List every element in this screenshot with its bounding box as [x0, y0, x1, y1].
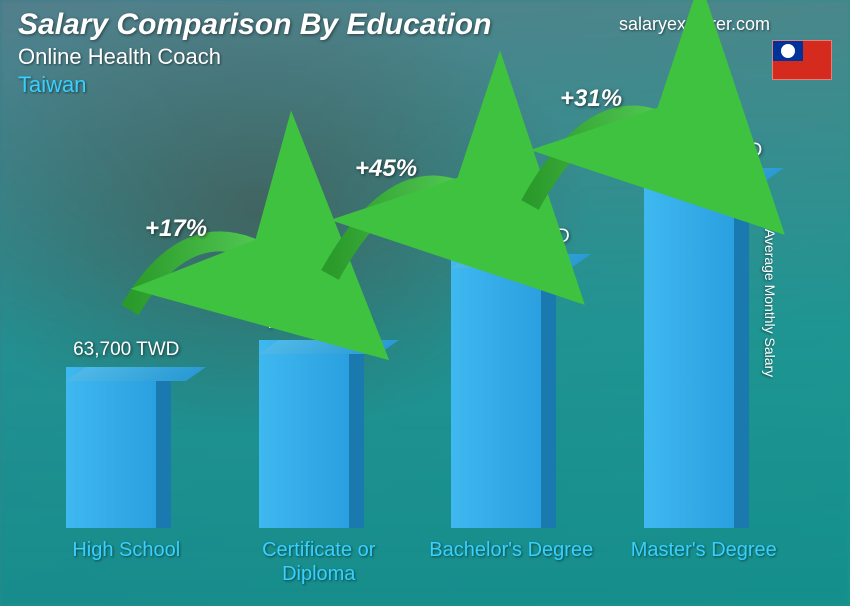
- bar-top-2: [451, 254, 591, 268]
- bar-front-3: [644, 168, 749, 528]
- bar-value-3: 142,000 TWD: [645, 140, 762, 162]
- bar-group-3: 142,000 TWD Master's Degree: [619, 140, 789, 586]
- bar-front-0: [66, 367, 171, 528]
- bar-label-0: High School: [72, 538, 180, 586]
- bar-top-3: [644, 168, 784, 182]
- bar-top-0: [66, 367, 206, 381]
- bar-chart: 63,700 TWD High School 74,200 TWD Certifica…: [30, 120, 800, 586]
- bar-group-2: 108,000 TWD Bachelor's Degree: [426, 226, 596, 586]
- increment-pct-1: +45%: [355, 155, 417, 183]
- bar-2: [451, 254, 571, 528]
- chart-title: Salary Comparison By Education: [18, 8, 832, 42]
- bar-front-2: [451, 254, 556, 528]
- bar-value-1: 74,200 TWD: [266, 312, 372, 334]
- bar-3: [644, 168, 764, 528]
- bar-label-3: Master's Degree: [631, 538, 777, 586]
- bar-label-2: Bachelor's Degree: [429, 538, 593, 586]
- header: Salary Comparison By Education Online He…: [18, 8, 832, 98]
- bar-value-0: 63,700 TWD: [73, 339, 179, 361]
- bar-value-2: 108,000 TWD: [453, 226, 570, 248]
- chart-subtitle: Online Health Coach: [18, 44, 832, 70]
- bar-front-1: [259, 340, 364, 528]
- bar-group-0: 63,700 TWD High School: [41, 339, 211, 586]
- bar-label-1: Certificate or Diploma: [234, 538, 404, 586]
- chart-country: Taiwan: [18, 72, 832, 98]
- bar-0: [66, 367, 186, 528]
- bar-1: [259, 340, 379, 528]
- bar-group-1: 74,200 TWD Certificate or Diploma: [234, 312, 404, 586]
- increment-pct-0: +17%: [145, 215, 207, 243]
- bar-top-1: [259, 340, 399, 354]
